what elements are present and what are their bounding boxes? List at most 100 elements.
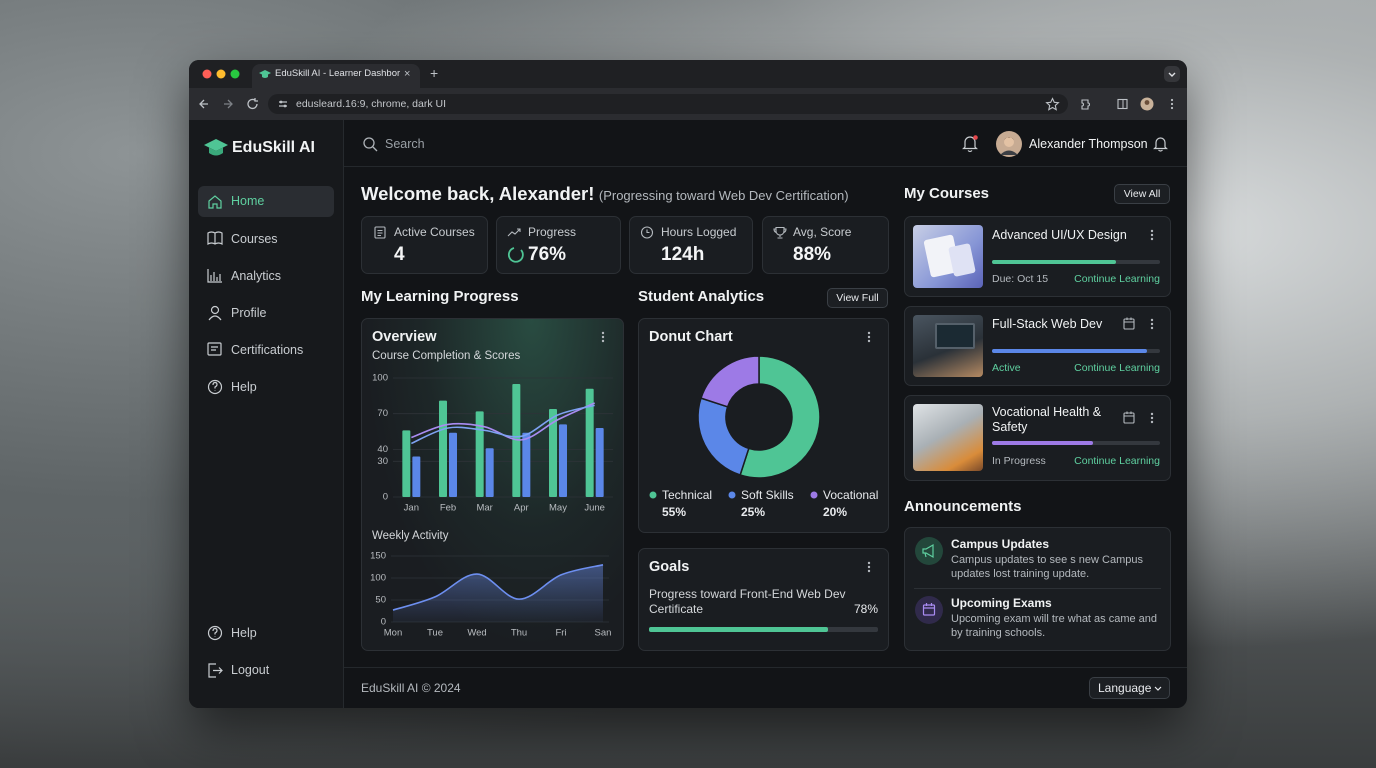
stat-label: Avg, Score xyxy=(793,225,852,239)
address-bar[interactable] xyxy=(268,94,1068,114)
tab-icon xyxy=(259,70,271,78)
bell-icon[interactable] xyxy=(1153,136,1168,152)
continue-link[interactable]: Continue Learning xyxy=(1074,362,1160,374)
stat-label: Progress xyxy=(528,225,577,239)
y-tick-label: 70 xyxy=(377,408,388,419)
legend-label: Vocational xyxy=(823,488,878,502)
course-thumbnail xyxy=(913,225,983,288)
goals-progress xyxy=(649,627,828,632)
brand-logo xyxy=(204,139,228,156)
course-status: In Progress xyxy=(992,455,1046,467)
course-track xyxy=(992,349,1160,353)
nav-item[interactable]: Help xyxy=(231,380,257,394)
course-icons[interactable] xyxy=(1121,228,1157,428)
data-label: 20% xyxy=(823,505,847,519)
y-tick-label: 150 xyxy=(370,551,386,562)
nav-buttons[interactable] xyxy=(198,98,260,110)
welcome-title: Welcome back, Alexander! xyxy=(361,183,595,204)
chart-subtitle: Course Completion & Scores xyxy=(372,350,521,362)
announcement-title[interactable]: Upcoming Exams xyxy=(951,596,1052,610)
bar xyxy=(549,408,557,497)
language-label: Language xyxy=(1098,681,1152,695)
window-controls[interactable] xyxy=(200,68,244,80)
donut-chart: Technical 55% Soft Skills 25% Vocational 20% xyxy=(649,355,878,519)
nav-icons xyxy=(207,195,223,395)
course-title[interactable]: Full-Stack Web Dev xyxy=(992,317,1103,331)
course-title[interactable]: Vocational Health & Safety xyxy=(992,405,1102,434)
x-tick-label: Fri xyxy=(555,628,566,639)
x-tick-label: Mon xyxy=(384,628,402,639)
course-title[interactable]: Advanced UI/UX Design xyxy=(992,228,1127,242)
site-info-icon[interactable] xyxy=(278,99,288,109)
continue-link[interactable]: Continue Learning xyxy=(1074,455,1160,467)
section-title: My Learning Progress xyxy=(361,288,519,305)
copyright: EduSkill AI © 2024 xyxy=(361,681,461,695)
search-input[interactable]: Search xyxy=(385,137,425,151)
legend-label: Soft Skills xyxy=(741,488,794,502)
active-tab[interactable] xyxy=(252,64,420,88)
card-menu[interactable] xyxy=(866,331,872,344)
x-tick-label: Wed xyxy=(467,628,486,639)
y-tick-label: 0 xyxy=(383,492,388,503)
nav-item[interactable]: Profile xyxy=(231,306,267,320)
view-all-button[interactable]: View All xyxy=(1114,184,1170,204)
nav-item[interactable]: Logout xyxy=(231,663,270,677)
announcement-text: Upcoming exam will tre what as came and … xyxy=(951,613,1158,639)
announcement-icons xyxy=(915,537,943,624)
nav-item[interactable]: Help xyxy=(231,626,257,640)
stat-card xyxy=(361,216,488,274)
y-tick-label: 100 xyxy=(370,573,386,584)
y-tick-label: 100 xyxy=(372,373,388,384)
view-full-button[interactable]: View Full xyxy=(827,288,888,308)
section-title: Student Analytics xyxy=(638,288,765,305)
bar xyxy=(485,448,494,497)
user-avatar[interactable] xyxy=(996,131,1022,157)
x-tick-label: Jan xyxy=(404,503,419,514)
legend-dot xyxy=(649,491,657,499)
notification-bell[interactable] xyxy=(962,135,978,153)
bar xyxy=(412,456,421,497)
tab-close[interactable]: × xyxy=(404,68,411,80)
tab-menu[interactable] xyxy=(1164,66,1180,82)
data-label: 25% xyxy=(741,505,765,519)
new-tab[interactable]: + xyxy=(430,65,439,81)
card-menu[interactable] xyxy=(600,331,606,344)
bar xyxy=(559,424,567,497)
section-title: Announcements xyxy=(904,498,1022,515)
goals-value: 78% xyxy=(853,602,878,616)
goals-card xyxy=(638,548,889,651)
x-tick-label: Tue xyxy=(427,628,443,639)
nav-item[interactable]: Certifications xyxy=(231,343,304,357)
nav-item[interactable]: Home xyxy=(231,194,265,208)
legend-dot xyxy=(728,491,736,499)
bar xyxy=(449,432,457,497)
data-label: 55% xyxy=(662,505,686,519)
course-status: Due: Oct 15 xyxy=(992,273,1049,285)
course-progress xyxy=(992,441,1093,445)
toolbar-icons[interactable] xyxy=(1045,97,1176,111)
card-menu[interactable] xyxy=(866,561,872,574)
x-tick-label: Feb xyxy=(440,503,456,514)
continue-link[interactable]: Continue Learning xyxy=(1074,273,1160,285)
chart-title: Donut Chart xyxy=(649,329,733,345)
nav-item[interactable]: Analytics xyxy=(231,269,282,283)
stat-card xyxy=(496,216,621,274)
stat-value: 88% xyxy=(793,244,832,265)
nav-item[interactable]: Courses xyxy=(231,232,278,246)
user-name[interactable]: Alexander Thompson xyxy=(1029,137,1148,151)
language-select[interactable]: Language xyxy=(1089,677,1170,699)
bar xyxy=(585,388,594,497)
stat-value: 124h xyxy=(661,244,705,265)
brand-name: EduSkill AI xyxy=(232,139,315,156)
announcement-title[interactable]: Campus Updates xyxy=(951,537,1050,551)
announcement-text: Campus updates to see s new Campus updat… xyxy=(951,554,1143,580)
stat-label: Hours Logged xyxy=(661,225,737,239)
welcome-subtitle: (Progressing toward Web Dev Certificatio… xyxy=(598,188,849,203)
donut-card xyxy=(638,318,889,533)
url: edusleard.16:9, chrome, dark UI xyxy=(296,98,446,110)
y-tick-label: 50 xyxy=(375,595,386,606)
x-tick-label: San xyxy=(595,628,612,639)
stat-card xyxy=(629,216,753,274)
y-tick-label: 30 xyxy=(377,456,388,467)
course-progress xyxy=(992,260,1117,264)
